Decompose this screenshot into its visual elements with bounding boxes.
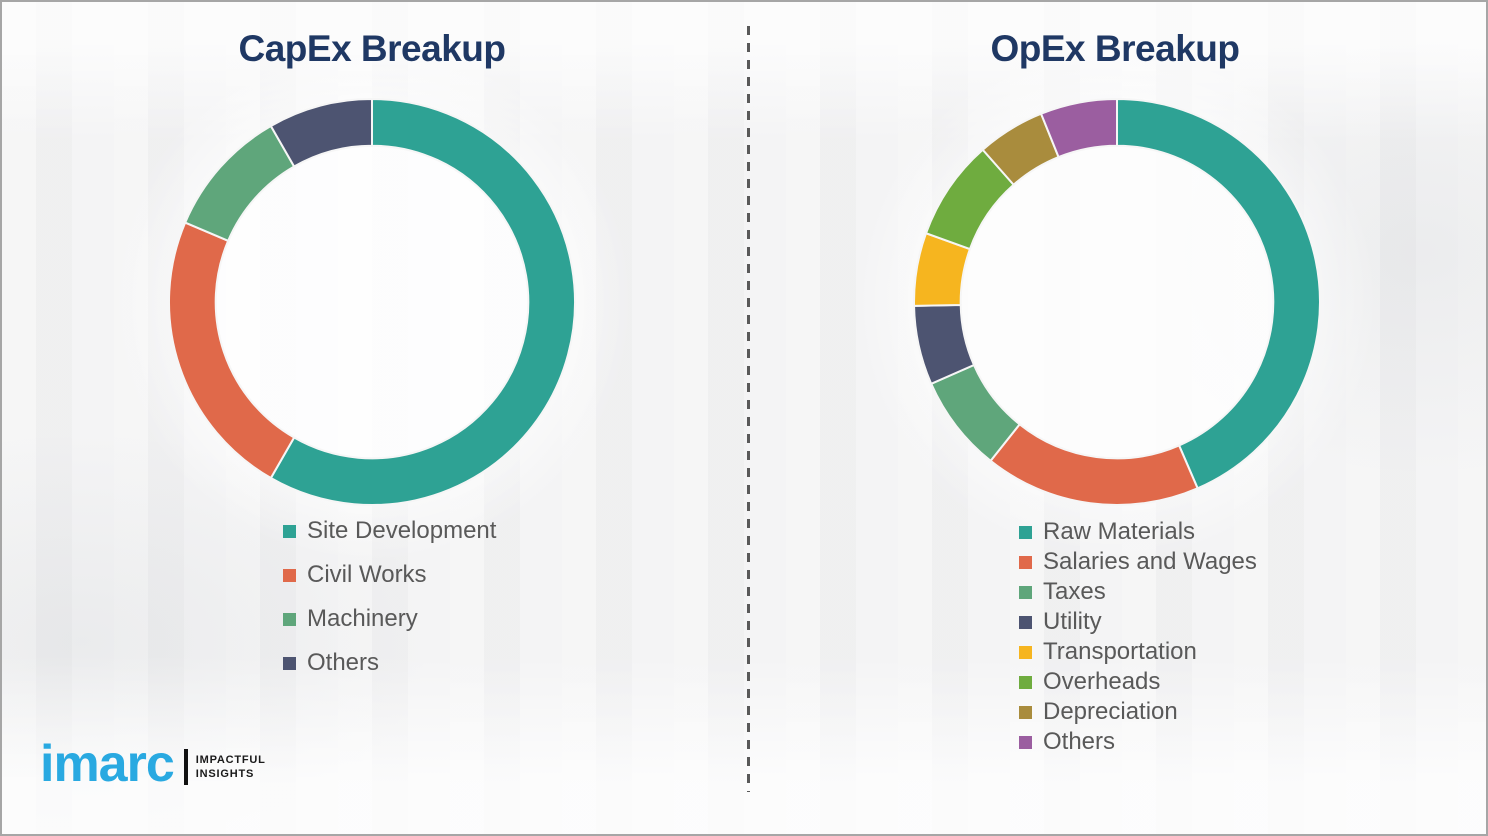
legend-swatch	[283, 656, 296, 670]
legend-label: Others	[307, 649, 380, 676]
legend-item-salaries-and-wages: Salaries and Wages	[1019, 547, 1257, 577]
legend-label: Depreciation	[1043, 698, 1178, 725]
donut-segment-site-development	[269, 97, 576, 506]
legend-item-overheads: Overheads	[1019, 667, 1257, 697]
legend-item-others-opex: Others	[1019, 727, 1257, 757]
legend-label: Raw Materials	[1043, 518, 1196, 545]
legend-label: Machinery	[307, 605, 418, 632]
legend-swatch	[1019, 675, 1032, 689]
donut-segment-raw-materials	[1116, 97, 1321, 490]
dashed-divider-line	[747, 26, 750, 792]
legend-item-site-development: Site Development	[283, 509, 496, 553]
imarc-wordmark: imarc	[40, 735, 175, 793]
donut-segment-civil-works	[167, 221, 296, 480]
legend-label: Others	[1043, 728, 1116, 755]
donut-segment-others	[1039, 97, 1118, 159]
capex-donut-chart	[167, 97, 576, 506]
donut-segment-salaries-and-wages	[989, 422, 1199, 506]
legend-swatch	[283, 524, 296, 538]
legend-item-others-capex: Others	[283, 641, 496, 685]
opex-donut-chart	[913, 97, 1321, 506]
donut-segment-machinery	[183, 124, 296, 243]
legend-swatch	[1019, 615, 1032, 629]
logo-divider-bar	[183, 749, 188, 785]
legend-label: Site Development	[307, 517, 497, 544]
legend-item-transportation: Transportation	[1019, 637, 1257, 667]
capex-legend: Site Development Civil Works Machinery O…	[283, 509, 496, 685]
legend-item-raw-materials: Raw Materials	[1019, 517, 1257, 547]
legend-swatch	[283, 568, 296, 582]
legend-item-utility: Utility	[1019, 607, 1257, 637]
legend-label: Overheads	[1043, 668, 1161, 695]
legend-swatch	[1019, 705, 1032, 719]
imarc-logo: imarc IMPACTFUL INSIGHTS	[40, 738, 266, 790]
opex-title: OpEx Breakup	[990, 28, 1240, 69]
capex-title: CapEx Breakup	[238, 28, 507, 69]
legend-label: Salaries and Wages	[1043, 548, 1257, 575]
opex-legend: Raw Materials Salaries and Wages Taxes U…	[1019, 517, 1257, 757]
legend-swatch	[1019, 735, 1032, 749]
legend-label: Utility	[1043, 608, 1102, 635]
legend-label: Civil Works	[307, 561, 427, 588]
legend-swatch	[283, 612, 296, 626]
legend-swatch	[1019, 525, 1032, 539]
logo-tagline: IMPACTFUL INSIGHTS	[195, 753, 266, 780]
legend-swatch	[1019, 585, 1032, 599]
legend-item-civil-works: Civil Works	[283, 553, 496, 597]
legend-swatch	[1019, 555, 1032, 569]
legend-swatch	[1019, 645, 1032, 659]
legend-item-depreciation: Depreciation	[1019, 697, 1257, 727]
legend-item-machinery: Machinery	[283, 597, 496, 641]
donut-segment-others	[269, 97, 373, 168]
legend-item-taxes: Taxes	[1019, 577, 1257, 607]
legend-label: Taxes	[1043, 578, 1106, 605]
legend-label: Transportation	[1043, 638, 1197, 665]
